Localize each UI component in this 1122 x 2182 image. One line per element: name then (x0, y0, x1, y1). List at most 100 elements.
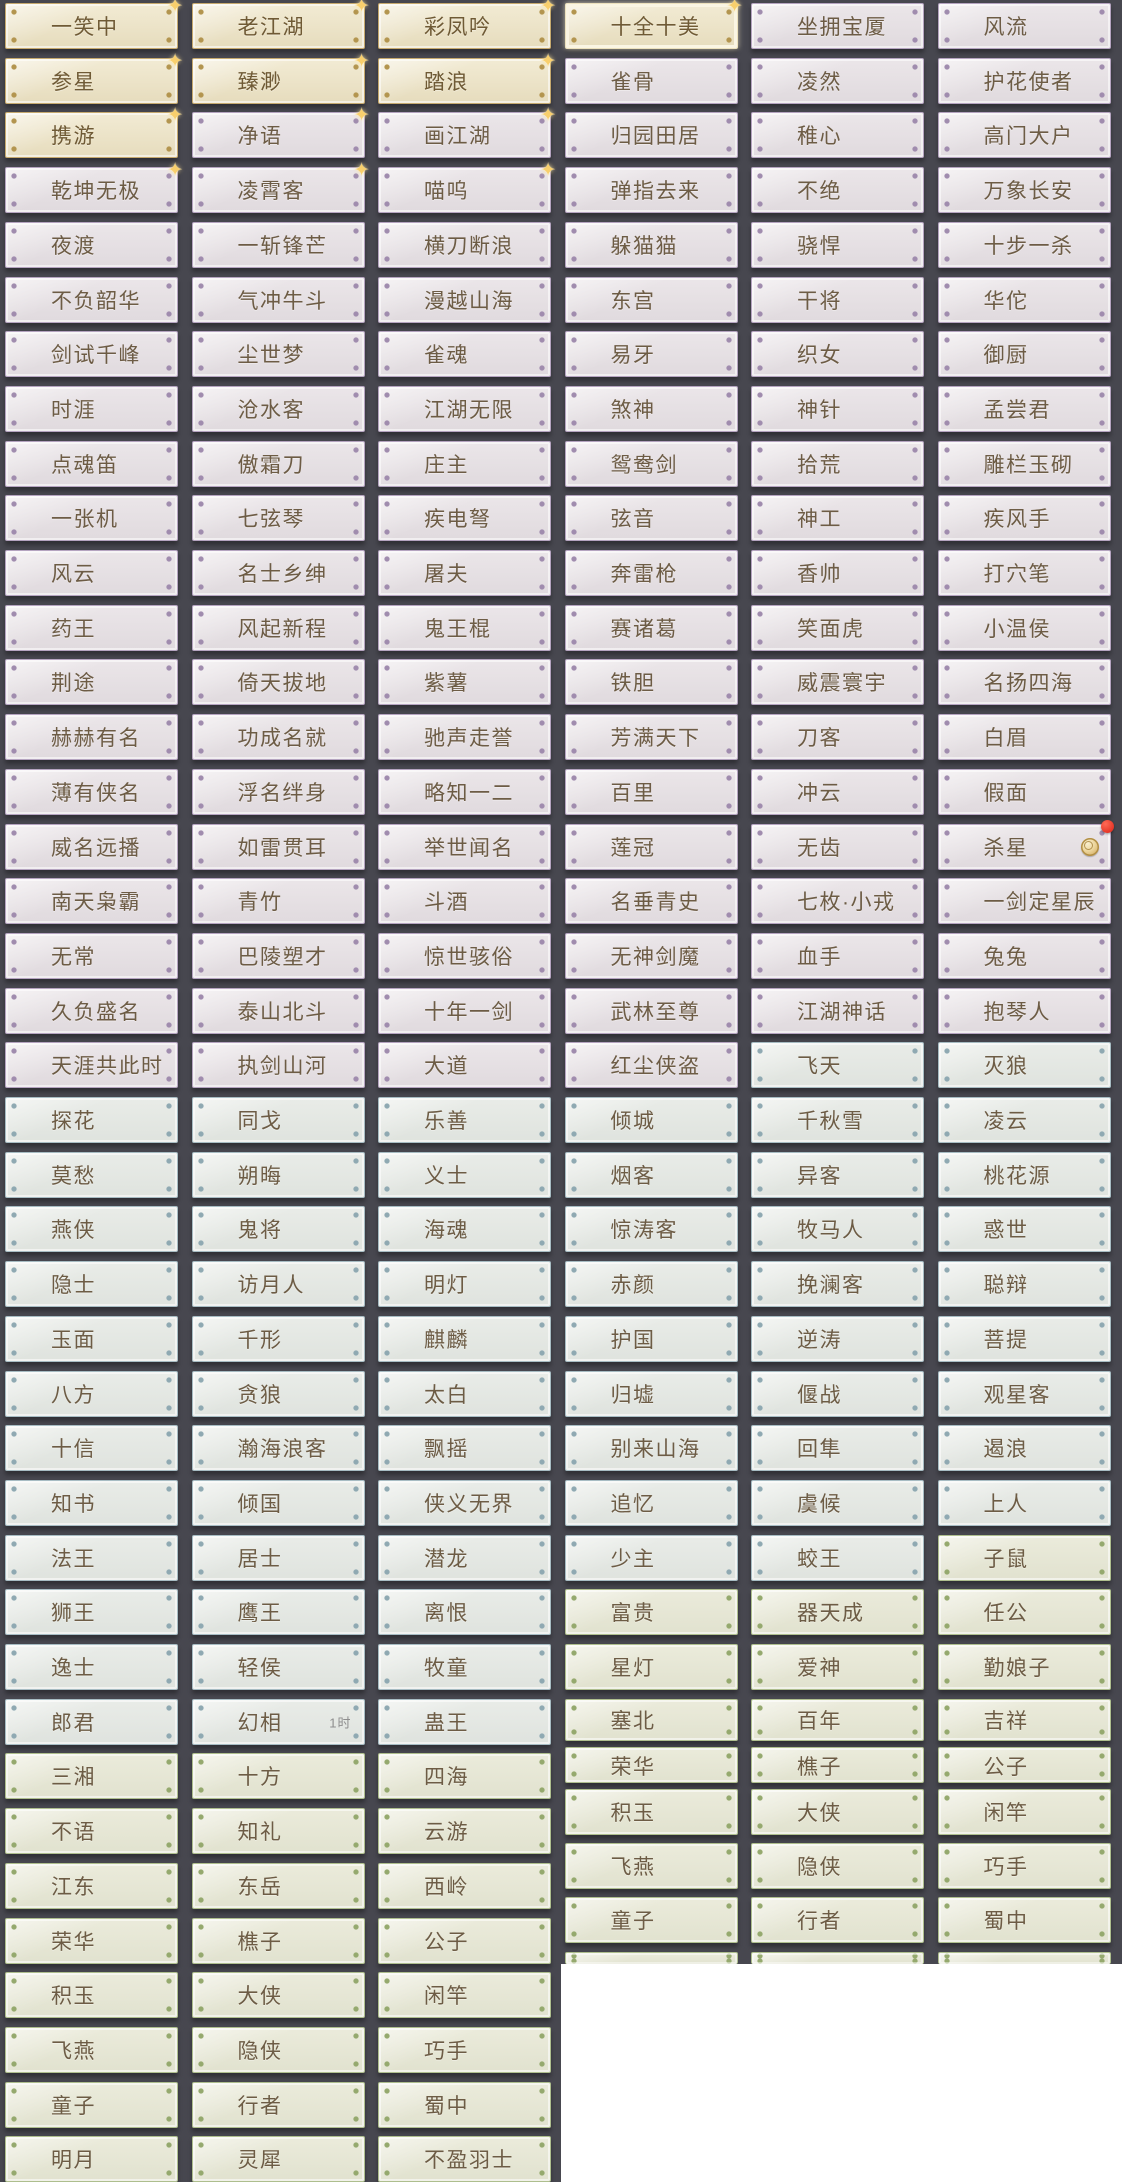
title-button[interactable]: 灭狼 (937, 1042, 1111, 1089)
title-button[interactable]: 药王 (5, 604, 178, 651)
title-button[interactable]: 雀魂 (378, 331, 551, 378)
title-button[interactable]: 牧童 (378, 1644, 551, 1690)
title-button[interactable]: 十年一剑 (378, 987, 551, 1034)
title-button[interactable]: 狮王 (5, 1589, 178, 1636)
title-button[interactable]: 麒麟 (378, 1315, 551, 1362)
title-button[interactable]: 骁悍 (751, 221, 924, 268)
title-button[interactable]: 携游 ✦ (5, 105, 183, 159)
title-button[interactable]: 夜渡 (5, 221, 178, 268)
title-button[interactable]: 奔雷枪 (564, 550, 738, 596)
title-button[interactable]: 无常 (5, 932, 178, 979)
title-button[interactable]: 知礼 (191, 1808, 365, 1855)
title-button[interactable]: 遏浪 (937, 1425, 1111, 1472)
title-button[interactable]: 归园田居 (564, 112, 738, 159)
title-button[interactable]: 倾国 (191, 1479, 365, 1526)
title-button[interactable]: 离恨 (378, 1589, 551, 1636)
title-button[interactable]: 乐善 (378, 1097, 551, 1143)
title-button[interactable]: 樵子 (751, 1747, 924, 1783)
title-button[interactable]: 江湖神话 (751, 987, 924, 1034)
title-button[interactable]: 庄主 (378, 440, 551, 487)
title-button[interactable]: 观星客 (937, 1370, 1111, 1417)
title-button[interactable]: 行者 (751, 1897, 924, 1943)
title-button[interactable]: 不语 (5, 1808, 178, 1855)
title-button[interactable]: 刀客 (751, 714, 924, 761)
title-button[interactable]: 闲竿 (378, 1972, 551, 2019)
title-button[interactable]: 富贵 (564, 1589, 738, 1636)
title-button[interactable]: 白眉 (937, 714, 1111, 761)
title-button[interactable]: 偃战 (751, 1370, 924, 1417)
title-button[interactable]: 明灯 (378, 1261, 551, 1308)
title-button[interactable]: 飞天 (751, 1042, 924, 1089)
title-button[interactable]: 净语 ✦ (191, 105, 370, 159)
title-button[interactable]: 巧手 (937, 1843, 1111, 1889)
title-button[interactable]: 武林至尊 (564, 987, 738, 1034)
title-button[interactable]: 十方 (191, 1753, 365, 1800)
title-button[interactable]: 芳满天下 (564, 714, 738, 761)
title-button[interactable]: 打穴笔 (937, 550, 1111, 596)
title-button[interactable]: 千形 (191, 1315, 365, 1362)
title-button[interactable]: 杀星 (937, 819, 1114, 870)
title-button[interactable]: 横刀断浪 (378, 221, 551, 268)
title-button[interactable]: 朔晦 (191, 1151, 365, 1198)
title-button[interactable]: 太白 (378, 1370, 551, 1417)
title-button[interactable]: 巧手 (378, 2026, 551, 2073)
title-button[interactable]: 薄有侠名 (5, 768, 178, 815)
title-button[interactable]: 童子 (564, 1897, 738, 1943)
title-button[interactable]: 明月 (5, 2136, 178, 2182)
title-button[interactable]: 干将 (751, 276, 924, 323)
title-button[interactable]: 易牙 (564, 331, 738, 378)
title-button[interactable]: 虞候 (751, 1479, 924, 1526)
title-button[interactable]: 子鼠 (937, 1534, 1111, 1581)
title-button[interactable]: 御厨 (937, 331, 1111, 378)
title-button[interactable]: 十信 (5, 1425, 178, 1472)
title-button[interactable]: 无神剑魔 (564, 932, 738, 979)
title-button[interactable]: 千秋雪 (751, 1097, 924, 1143)
title-button[interactable]: 名扬四海 (937, 659, 1111, 706)
title-button[interactable]: 知书 (5, 1479, 178, 1526)
title-button[interactable]: 行者 (191, 2081, 365, 2128)
title-button[interactable]: 积玉 (564, 1789, 738, 1835)
title-button[interactable]: 莫愁 (5, 1151, 178, 1198)
title-button[interactable]: 访月人 (191, 1261, 365, 1308)
title-button[interactable]: 爱神 (751, 1644, 924, 1690)
title-button[interactable]: 雕栏玉砌 (937, 440, 1111, 487)
title-button[interactable]: 如雷贯耳 (191, 823, 365, 870)
title-button[interactable]: 躲猫猫 (564, 221, 738, 268)
title-button[interactable]: 八方 (5, 1370, 178, 1417)
title-button[interactable]: 东岳 (191, 1862, 365, 1909)
title-button[interactable]: 鸳鸯剑 (564, 440, 738, 487)
title-button[interactable]: 莲冠 (564, 823, 738, 870)
title-button[interactable]: 燕侠 (5, 1206, 178, 1253)
title-button[interactable]: 铁胆 (564, 659, 738, 706)
title-button[interactable]: 香帅 (751, 550, 924, 596)
title-button[interactable]: 沧水客 (191, 385, 365, 432)
title-button[interactable]: 疾电弩 (378, 495, 551, 542)
title-button[interactable]: 郎君 (5, 1698, 178, 1745)
title-button[interactable]: 浮名绊身 (191, 768, 365, 815)
title-button[interactable]: 一斩锋芒 (191, 221, 365, 268)
title-button[interactable]: 紫薯 (378, 659, 551, 706)
title-button[interactable]: 大道 (378, 1042, 551, 1089)
title-button[interactable]: 牧马人 (751, 1206, 924, 1253)
title-button[interactable]: 荣华 (564, 1747, 738, 1783)
title-button[interactable]: 红尘侠盗 (564, 1042, 738, 1089)
title-button[interactable]: 潜龙 (378, 1534, 551, 1581)
title-button[interactable]: 逆涛 (751, 1315, 924, 1362)
title-button[interactable]: 举世闻名 (378, 823, 551, 870)
title-button[interactable]: 隐士 (5, 1261, 178, 1308)
title-button[interactable]: 隐侠 (751, 1843, 924, 1889)
title-button[interactable]: 凌云 (937, 1097, 1111, 1143)
title-button[interactable]: 十全十美 ✦ (564, 0, 743, 49)
title-button[interactable]: 江东 (5, 1862, 178, 1909)
title-button[interactable]: 海魂 (378, 1206, 551, 1253)
title-button[interactable]: 蛊王 (378, 1698, 551, 1745)
title-button[interactable]: 西岭 (378, 1862, 551, 1909)
title-button[interactable]: 不盈羽士 (378, 2136, 551, 2182)
title-button[interactable]: 老江湖 ✦ (191, 0, 370, 49)
title-button[interactable]: 彩凤吟 ✦ (378, 0, 556, 49)
title-button[interactable]: 大侠 (191, 1972, 365, 2019)
title-button[interactable]: 倾城 (564, 1097, 738, 1143)
title-button[interactable]: 七枚·小戎 (751, 878, 924, 925)
title-button[interactable]: 拾荒 (751, 440, 924, 487)
title-button[interactable]: 斗酒 (378, 878, 551, 925)
